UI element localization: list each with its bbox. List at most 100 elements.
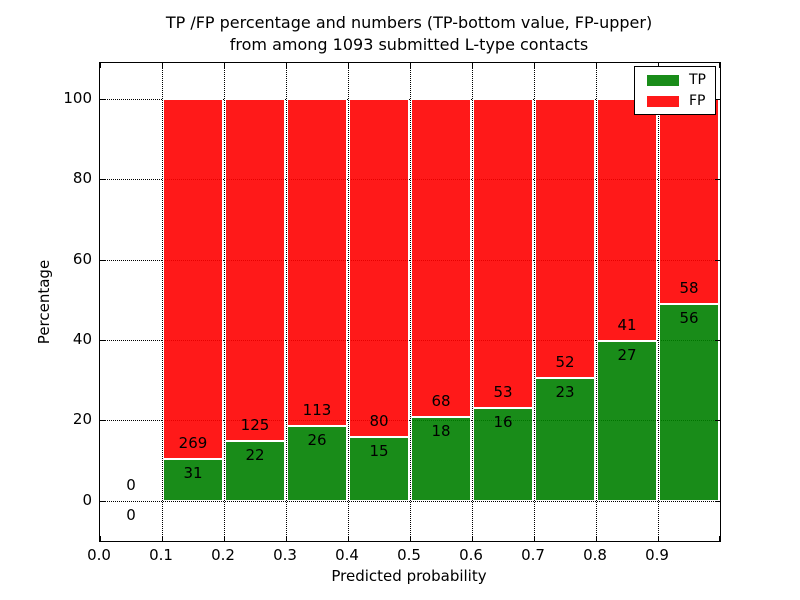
legend: TP FP (634, 66, 716, 115)
y-tick-mark (715, 340, 720, 342)
x-tick-mark (534, 536, 535, 541)
x-tick-label: 0.6 (459, 546, 483, 564)
x-tick-mark (658, 536, 659, 541)
plot-area: TP FP 0 0 269 31 125 22 113 26 80 15 68 18 53 16 52 23 4… (99, 62, 721, 542)
x-tick-mark (472, 536, 473, 541)
fp-bar-segment (659, 99, 719, 304)
y-tick-mark (100, 420, 105, 422)
y-tick-mark (100, 340, 105, 342)
fp-count-label: 0 (126, 475, 136, 494)
x-tick-label: 0.7 (521, 546, 545, 564)
tp-bar-segment (597, 341, 657, 501)
fp-count-label: 269 (178, 434, 208, 453)
v-gridline (162, 63, 163, 541)
v-gridline (534, 63, 535, 541)
fp-count-label: 68 (431, 391, 451, 410)
x-tick-mark (410, 536, 411, 541)
x-tick-mark (719, 63, 720, 68)
x-tick-mark (162, 63, 163, 68)
chart-title-line1: TP /FP percentage and numbers (TP-bottom… (165, 13, 653, 32)
y-tick-label: 0 (82, 490, 92, 509)
x-tick-mark (658, 63, 659, 68)
x-tick-mark (286, 63, 287, 68)
y-tick-mark (715, 420, 720, 422)
y-tick-mark (715, 259, 720, 261)
fp-legend-swatch (647, 95, 679, 107)
x-tick-mark (348, 63, 349, 68)
tp-bar-segment (163, 459, 223, 501)
y-tick-mark (715, 500, 720, 502)
y-tick-mark (100, 500, 105, 502)
fp-count-label: 53 (493, 382, 513, 401)
y-tick-label: 20 (72, 410, 92, 429)
x-tick-mark (534, 63, 535, 68)
tp-legend-swatch (647, 74, 679, 86)
fp-count-label: 113 (302, 400, 332, 419)
fp-bar-segment (287, 99, 347, 426)
tp-count-label: 56 (679, 308, 699, 327)
x-tick-mark (472, 63, 473, 68)
y-tick-mark (100, 99, 105, 101)
y-tick-mark (715, 99, 720, 101)
tp-count-label: 23 (555, 382, 575, 401)
x-tick-label: 0.3 (273, 546, 297, 564)
fp-count-label: 125 (240, 415, 270, 434)
x-tick-label: 0.0 (87, 546, 111, 564)
fp-count-label: 58 (679, 278, 699, 297)
tp-count-label: 27 (617, 346, 637, 365)
legend-item-tp: TP (647, 72, 706, 88)
x-tick-label: 0.1 (149, 546, 173, 564)
tp-bar-segment (287, 425, 347, 501)
tp-bar-segment (473, 407, 533, 501)
v-gridline (658, 63, 659, 541)
y-tick-mark (715, 179, 720, 181)
x-tick-label: 0.2 (211, 546, 235, 564)
tp-bar-segment (411, 416, 471, 501)
x-tick-mark (719, 536, 720, 541)
fp-count-label: 52 (555, 352, 575, 371)
v-gridline (596, 63, 597, 541)
x-tick-mark (224, 536, 225, 541)
v-gridline (410, 63, 411, 541)
tp-count-label: 26 (307, 430, 327, 449)
x-axis-label: Predicted probability (331, 567, 487, 585)
fp-bar-segment (225, 99, 285, 441)
fp-legend-label: FP (689, 93, 706, 109)
tp-bar-segment (535, 377, 595, 501)
y-tick-label: 40 (72, 330, 92, 349)
v-gridline (348, 63, 349, 541)
chart-title: TP /FP percentage and numbers (TP-bottom… (99, 12, 719, 56)
x-tick-label: 0.9 (645, 546, 669, 564)
fp-count-label: 80 (369, 412, 389, 431)
v-gridline (472, 63, 473, 541)
fp-bar-segment (349, 99, 409, 438)
x-tick-mark (596, 536, 597, 541)
x-tick-mark (100, 63, 101, 68)
x-tick-label: 0.5 (397, 546, 421, 564)
x-tick-label: 0.4 (335, 546, 359, 564)
v-gridline (286, 63, 287, 541)
legend-item-fp: FP (647, 93, 706, 109)
fp-bar-segment (535, 99, 595, 378)
fp-bar-segment (597, 99, 657, 342)
x-tick-mark (162, 536, 163, 541)
fp-bar-segment (411, 99, 471, 417)
x-tick-mark (410, 63, 411, 68)
tp-bar-segment (349, 437, 409, 501)
x-tick-mark (224, 63, 225, 68)
v-gridline (224, 63, 225, 541)
fp-bar-segment (473, 99, 533, 408)
fp-count-label: 41 (617, 316, 637, 335)
y-tick-label: 80 (72, 169, 92, 188)
tp-bar-segment (659, 303, 719, 501)
x-tick-label: 0.8 (583, 546, 607, 564)
tp-bar-segment (225, 440, 285, 501)
tp-count-label: 15 (369, 442, 389, 461)
y-tick-label: 60 (72, 249, 92, 268)
fp-bar-segment (163, 99, 223, 460)
tp-count-label: 22 (245, 445, 265, 464)
tp-count-label: 0 (126, 505, 136, 524)
y-tick-mark (100, 179, 105, 181)
tp-legend-label: TP (689, 72, 706, 88)
